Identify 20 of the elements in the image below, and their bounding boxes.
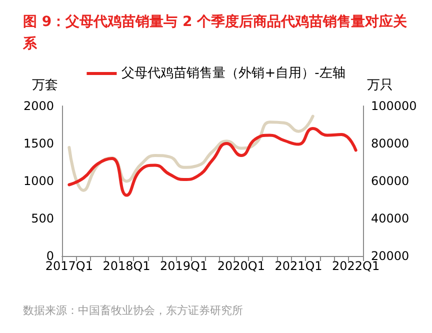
y-tick-label: 1000 [23,174,54,188]
y-tick-label: 2000 [23,99,54,113]
x-tick-label: 2019Q1 [160,259,208,273]
x-tick-label: 2018Q1 [102,259,150,273]
y2-tick-label: 60000 [371,174,410,188]
x-tick-label: 2022Q1 [332,259,380,273]
y-tick-label: 1500 [23,136,54,150]
y-tick-label: 500 [31,212,54,226]
y-axis-title: 万套 [32,78,58,93]
y2-tick-label: 100000 [371,99,417,113]
legend-label: 父母代鸡苗销售量（外销+自用）-左轴 [122,66,346,81]
x-tick-label: 2017Q1 [45,259,93,273]
y2-tick-label: 40000 [371,212,410,226]
y2-tick-label: 80000 [371,136,410,150]
x-tick-label: 2021Q1 [274,259,322,273]
y2-axis-title: 万只 [367,78,393,93]
source-note: 数据来源：中国畜牧业协会，东方证券研究所 [23,304,243,317]
x-tick-label: 2020Q1 [217,259,265,273]
line-series [68,127,358,197]
chart-title: 图 9：父母代鸡苗销量与 2 个季度后商品代鸡苗销售量对应关系 [22,13,408,52]
